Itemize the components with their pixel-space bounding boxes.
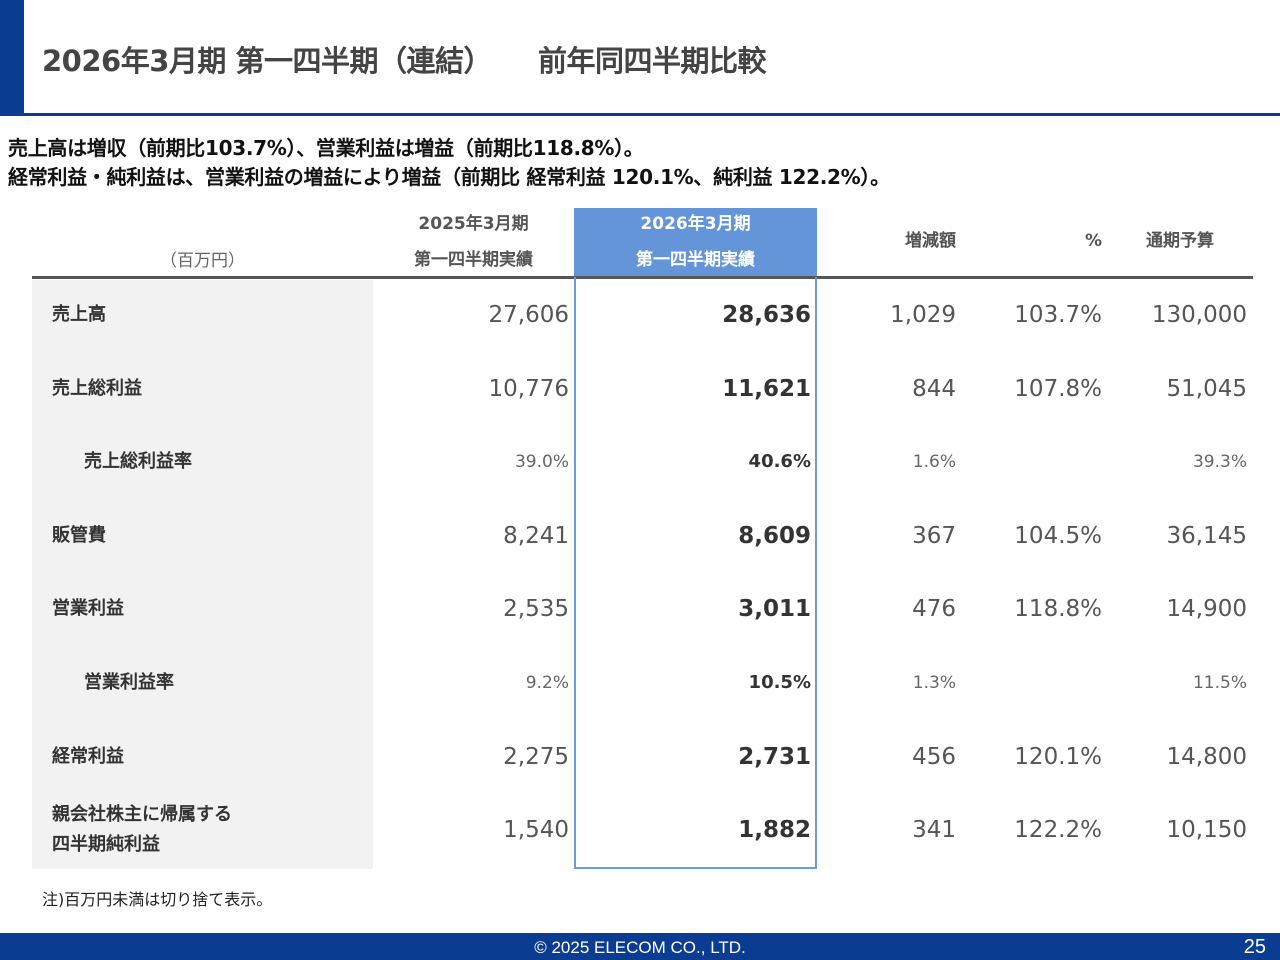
title-main: 2026年3月期 第一四半期（連結） xyxy=(42,44,493,78)
copyright-text: © 2025 ELECOM CO., LTD. xyxy=(534,938,746,957)
table-row-net-income: 親会社株主に帰属する 四半期純利益 1,540 1,882 341 122.2%… xyxy=(0,793,1280,867)
row-label-background xyxy=(32,280,373,869)
title-divider xyxy=(24,113,1280,116)
budget-value: 11.5% xyxy=(1192,673,1247,693)
curr-value: 8,609 xyxy=(738,523,811,549)
row-label-line-1: 親会社株主に帰属する xyxy=(52,804,232,825)
table-row-operating-margin: 営業利益率 9.2% 10.5% 1.3% 11.5% xyxy=(0,646,1280,720)
table-row-gross-margin: 売上総利益率 39.0% 40.6% 1.6% 39.3% xyxy=(0,425,1280,499)
prev-value: 1,540 xyxy=(503,817,569,843)
table-row-sales: 売上高 27,606 28,636 1,029 103.7% 130,000 xyxy=(0,278,1280,352)
title-sub: 前年同四半期比較 xyxy=(538,44,767,78)
row-label: 販管費 xyxy=(52,525,106,546)
prev-value: 9.2% xyxy=(525,673,569,693)
current-period-header-bg xyxy=(574,208,817,277)
diff-value: 456 xyxy=(912,744,956,770)
prev-value: 39.0% xyxy=(514,452,569,472)
col-header-prev-period: 第一四半期実績 xyxy=(414,250,533,270)
prev-value: 2,535 xyxy=(503,596,569,622)
col-header-curr-period: 第一四半期実績 xyxy=(636,250,755,270)
pct-value: 103.7% xyxy=(1014,302,1102,328)
page-title: 2026年3月期 第一四半期（連結） 前年同四半期比較 xyxy=(42,38,767,80)
col-header-budget: 通期予算 xyxy=(1146,231,1214,251)
page-number: 25 xyxy=(1243,936,1266,958)
curr-value: 40.6% xyxy=(748,451,811,472)
curr-value: 2,731 xyxy=(738,744,811,770)
curr-value: 10.5% xyxy=(748,672,811,693)
diff-value: 844 xyxy=(912,376,956,402)
curr-value: 1,882 xyxy=(738,817,811,843)
curr-value: 3,011 xyxy=(738,596,811,622)
table-row-gross-profit: 売上総利益 10,776 11,621 844 107.8% 51,045 xyxy=(0,352,1280,426)
col-header-prev-year: 2025年3月期 xyxy=(418,214,529,234)
pct-value: 107.8% xyxy=(1014,376,1102,402)
diff-value: 341 xyxy=(912,817,956,843)
prev-value: 2,275 xyxy=(503,744,569,770)
budget-value: 14,900 xyxy=(1166,596,1247,622)
diff-value: 1.3% xyxy=(912,673,956,693)
prev-value: 27,606 xyxy=(488,302,569,328)
title-accent-bar xyxy=(0,0,24,116)
row-label: 売上総利益率 xyxy=(84,451,192,472)
table-row-sga: 販管費 8,241 8,609 367 104.5% 36,145 xyxy=(0,499,1280,573)
row-label: 営業利益率 xyxy=(84,672,174,693)
pct-value: 120.1% xyxy=(1014,744,1102,770)
unit-label: （百万円） xyxy=(160,251,245,271)
summary-line-2: 経常利益・純利益は、営業利益の増益により増益（前期比 経常利益 120.1%、純… xyxy=(8,165,890,189)
row-label-line-2: 四半期純利益 xyxy=(52,834,160,855)
budget-value: 39.3% xyxy=(1192,452,1247,472)
curr-value: 11,621 xyxy=(722,376,811,402)
budget-value: 36,145 xyxy=(1166,523,1247,549)
diff-value: 1,029 xyxy=(890,302,956,328)
pct-value: 118.8% xyxy=(1014,596,1102,622)
header-divider xyxy=(32,276,1253,279)
summary-text: 売上高は増収（前期比103.7%）、営業利益は増益（前期比118.8%）。 経常… xyxy=(8,134,890,192)
row-label: 売上高 xyxy=(52,304,106,325)
pct-value xyxy=(960,646,1102,720)
budget-value: 10,150 xyxy=(1166,817,1247,843)
col-header-curr-year: 2026年3月期 xyxy=(640,214,751,234)
curr-value: 28,636 xyxy=(722,302,811,328)
diff-value: 367 xyxy=(912,523,956,549)
summary-line-1: 売上高は増収（前期比103.7%）、営業利益は増益（前期比118.8%）。 xyxy=(8,136,644,160)
diff-value: 1.6% xyxy=(912,452,956,472)
pct-value: 122.2% xyxy=(1014,817,1102,843)
table-row-ordinary-income: 経常利益 2,275 2,731 456 120.1% 14,800 xyxy=(0,720,1280,794)
col-header-pct: % xyxy=(1084,231,1102,251)
table-row-operating-income: 営業利益 2,535 3,011 476 118.8% 14,900 xyxy=(0,572,1280,646)
prev-value: 10,776 xyxy=(488,376,569,402)
budget-value: 130,000 xyxy=(1151,302,1247,328)
row-label: 売上総利益 xyxy=(52,378,142,399)
budget-value: 14,800 xyxy=(1166,744,1247,770)
row-label: 営業利益 xyxy=(52,598,124,619)
current-period-highlight-frame xyxy=(574,277,817,869)
diff-value: 476 xyxy=(912,596,956,622)
pct-value: 104.5% xyxy=(1014,523,1102,549)
footnote: 注)百万円未満は切り捨て表示。 xyxy=(42,890,273,909)
prev-value: 8,241 xyxy=(503,523,569,549)
budget-value: 51,045 xyxy=(1166,376,1247,402)
row-label: 親会社株主に帰属する 四半期純利益 xyxy=(52,793,232,867)
footer-bar: © 2025 ELECOM CO., LTD. 25 xyxy=(0,933,1280,960)
col-header-diff: 増減額 xyxy=(905,231,956,251)
pct-value xyxy=(960,425,1102,499)
row-label: 経常利益 xyxy=(52,746,124,767)
